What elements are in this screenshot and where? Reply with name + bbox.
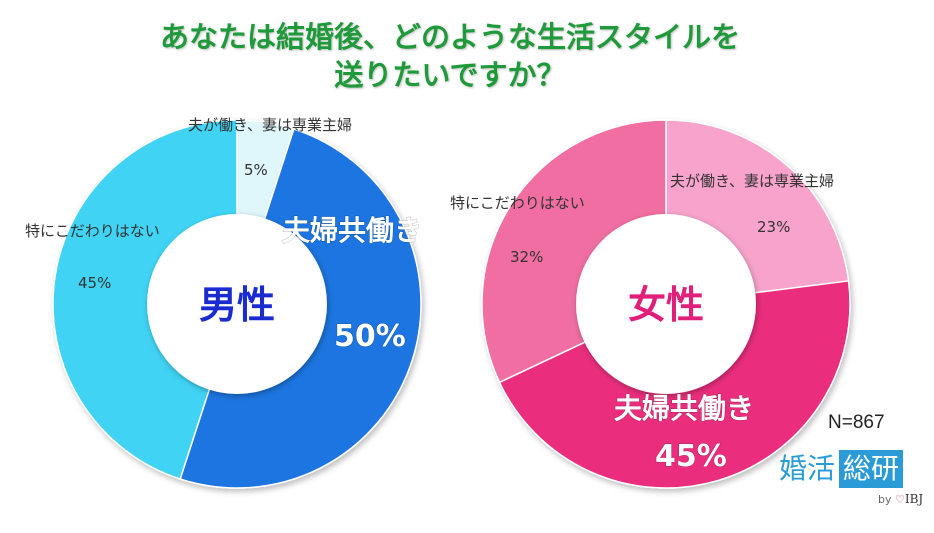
male-slice-noprefer: [52, 119, 238, 480]
female-label-housewife: 夫が働き、妻は専業主婦: [670, 172, 834, 190]
logo-byline: by ♡IBJ: [878, 492, 923, 506]
chart-title: あなたは結婚後、どのような生活スタイルを 送りたいですか？: [0, 18, 900, 94]
logo-brand-text: IBJ: [904, 492, 924, 506]
female-value-housewife: 23%: [757, 218, 790, 236]
logo-by-text: by: [878, 493, 892, 506]
female-donut-hole: [576, 214, 756, 394]
female-center-label: 女性: [628, 283, 704, 327]
logo-text-2: 総研: [839, 450, 904, 488]
title-line-2: 送りたいですか？: [334, 58, 566, 92]
female-value-dualincome: 45%: [655, 439, 727, 474]
female-label-noprefer: 特にこだわりはない: [450, 194, 585, 212]
male-value-dualincome: 50%: [334, 319, 406, 354]
male-donut: 男性 夫が働き、妻は専業主婦 5% 夫婦共働き 50% 特にこだわりはない 45…: [25, 116, 423, 489]
male-label-dualincome: 夫婦共働き: [282, 214, 422, 247]
sample-size-label: N=867: [828, 412, 885, 433]
heart-icon: ♡: [895, 493, 905, 506]
male-label-housewife: 夫が働き、妻は専業主婦: [188, 116, 352, 134]
male-center-label: 男性: [199, 283, 275, 327]
female-label-dualincome: 夫婦共働き: [614, 392, 754, 425]
female-value-noprefer: 32%: [510, 248, 543, 266]
title-line-1: あなたは結婚後、どのような生活スタイルを: [159, 20, 740, 54]
male-value-noprefer: 45%: [78, 274, 111, 292]
konkatsu-soken-logo: 婚活 総研: [775, 450, 927, 488]
logo-text-1: 婚活: [779, 452, 836, 485]
female-donut: 女性 夫が働き、妻は専業主婦 23% 夫婦共働き 45% 特にこだわりはない 3…: [450, 119, 851, 489]
male-donut-hole: [147, 214, 327, 394]
male-label-noprefer: 特にこだわりはない: [25, 222, 160, 240]
male-value-housewife: 5%: [244, 161, 268, 179]
